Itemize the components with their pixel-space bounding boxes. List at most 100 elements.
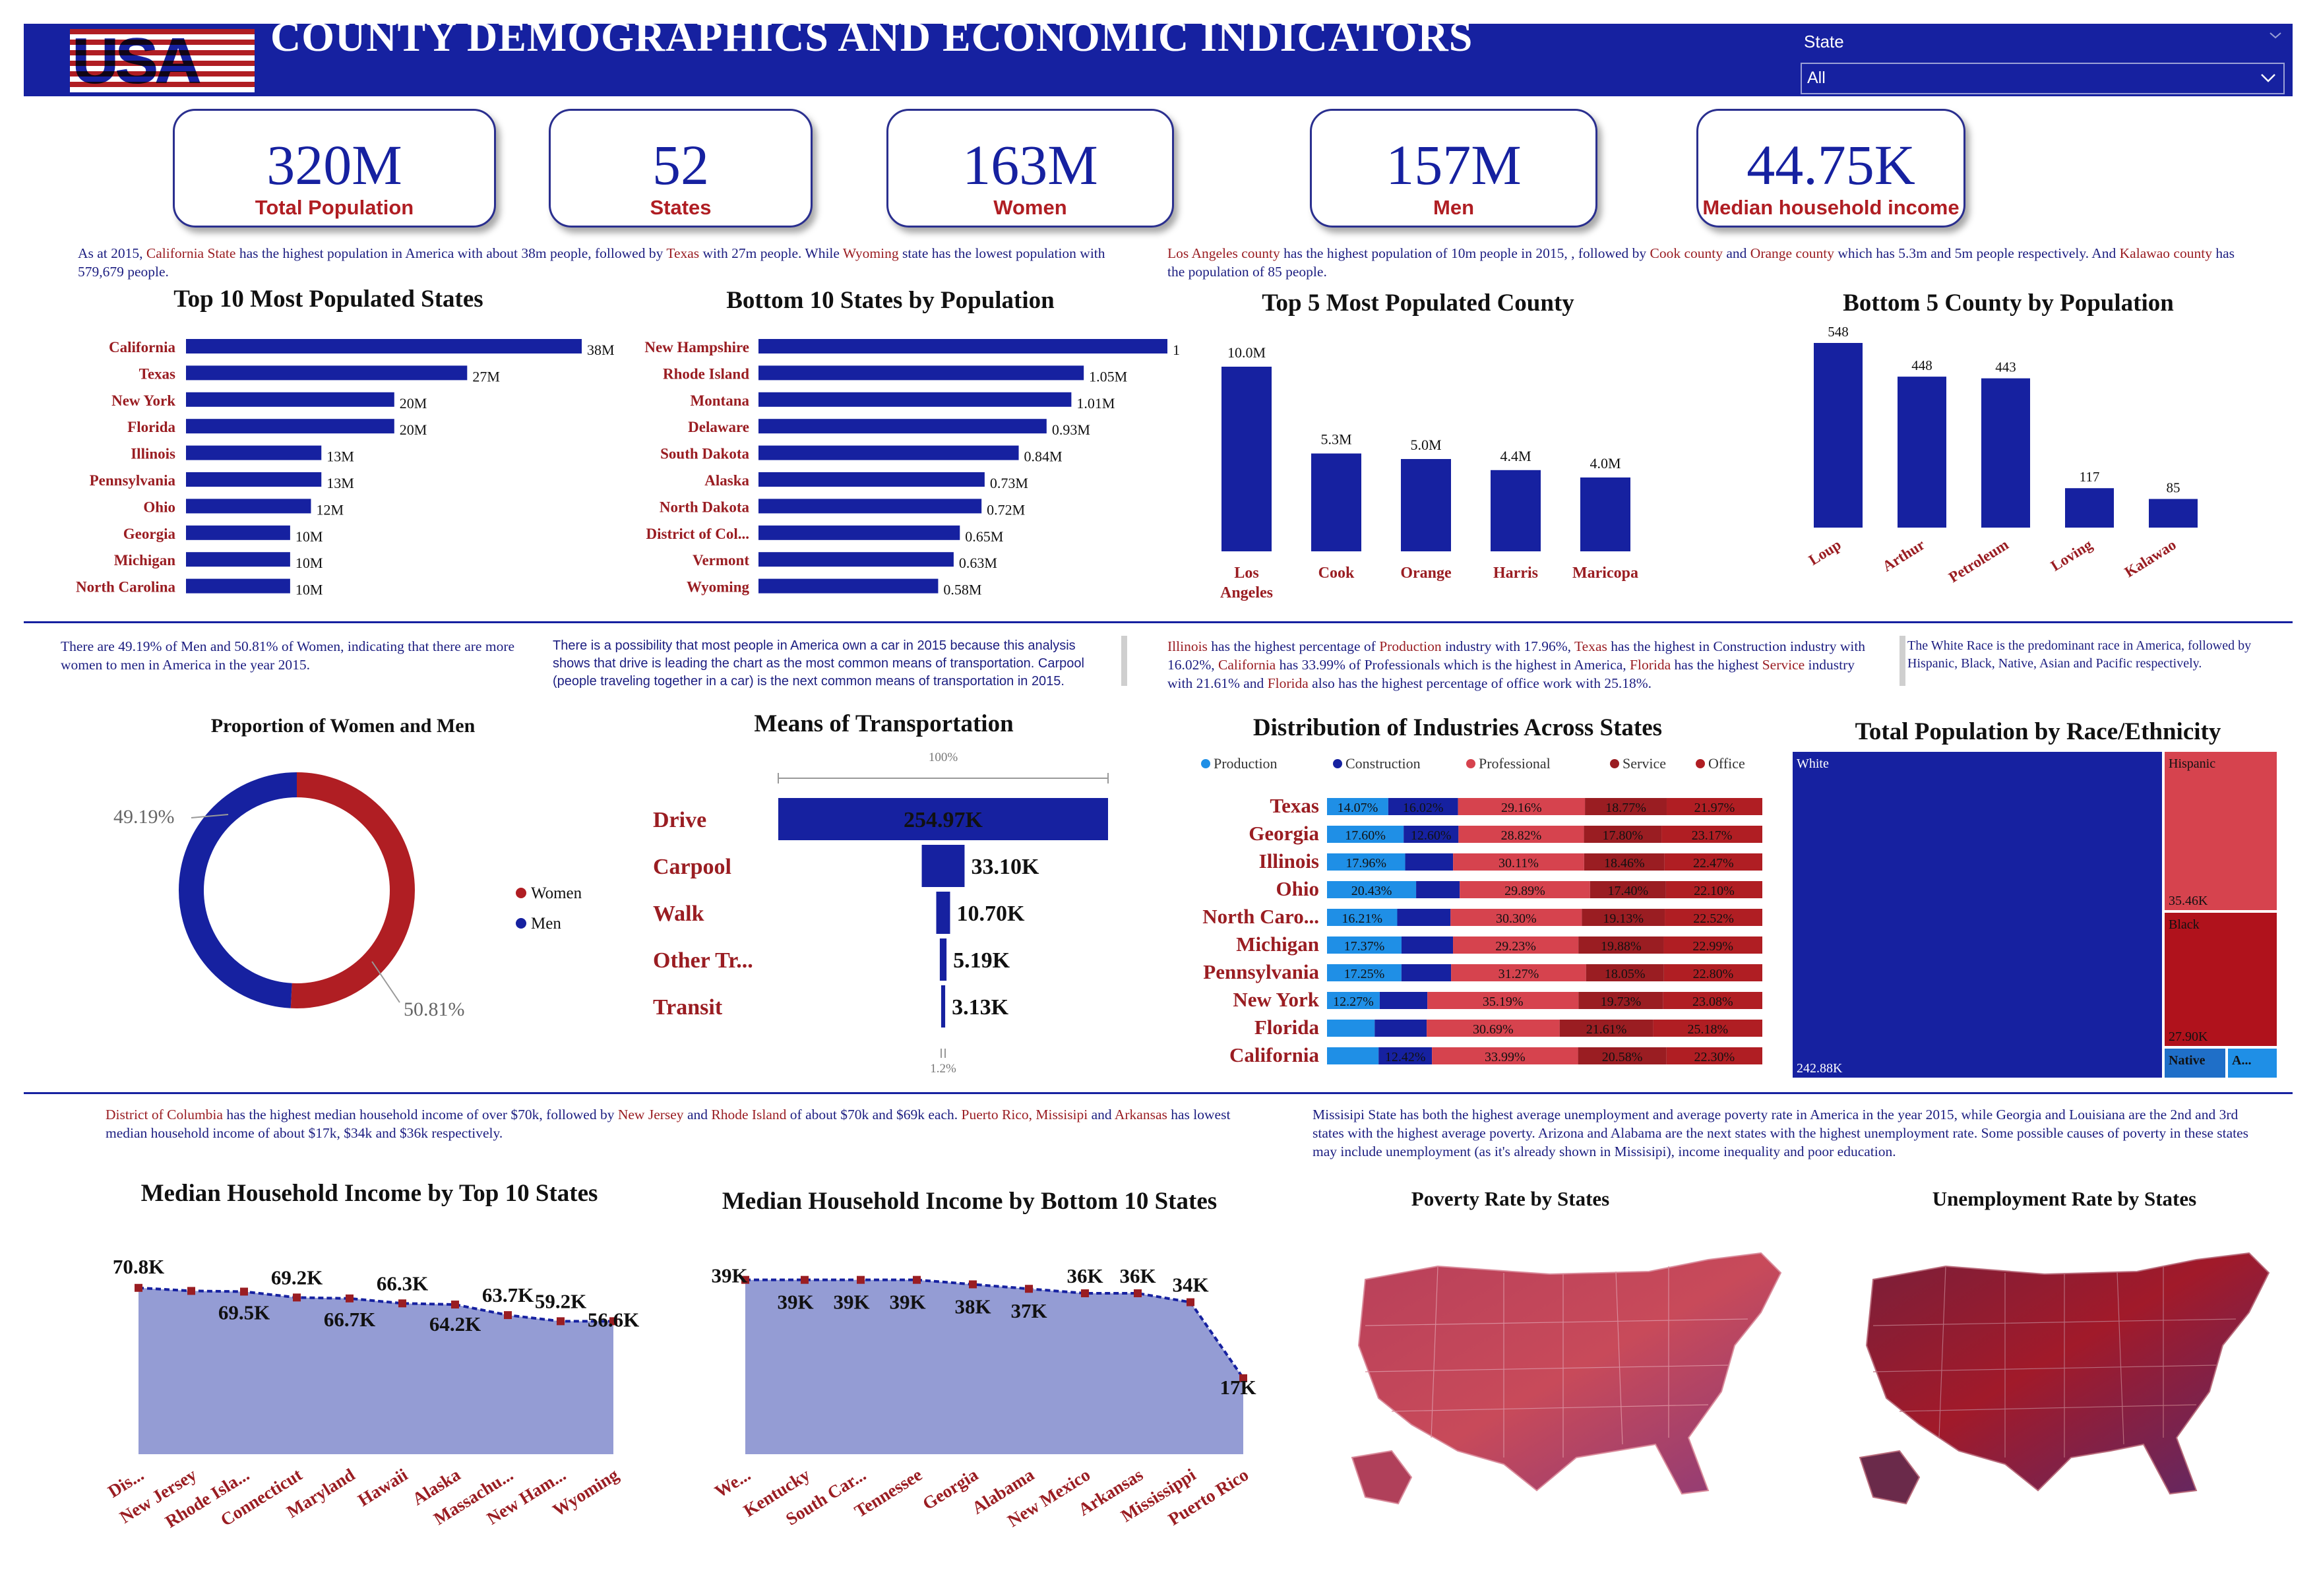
- category-label: Angeles: [1220, 584, 1273, 601]
- data-point: [293, 1293, 301, 1302]
- data-label: 0.73M: [990, 475, 1028, 491]
- chart-title-gender: Proportion of Women and Men: [210, 715, 476, 737]
- stack-segment: [1666, 1047, 1762, 1064]
- data-label: 17.60%: [1345, 828, 1386, 843]
- slicer-options-icon[interactable]: [2268, 28, 2283, 44]
- category-label: Texas: [1270, 794, 1319, 817]
- stack-segment: [1327, 992, 1380, 1009]
- data-label: 254.97K: [904, 808, 983, 832]
- stack-segment: [1327, 853, 1406, 871]
- category-label: Michigan: [1236, 933, 1319, 956]
- data-label: 19.13%: [1603, 911, 1644, 926]
- bar: [186, 392, 394, 407]
- category-label: California: [109, 339, 175, 355]
- data-label: 242.88K: [1797, 1061, 1843, 1076]
- chart-title-bottom5-county: Bottom 5 County by Population: [1843, 290, 2174, 317]
- data-point: [801, 1275, 809, 1284]
- data-point: [609, 1317, 617, 1326]
- category-label: Ohio: [143, 499, 175, 515]
- data-label: 64.2K: [429, 1312, 481, 1335]
- data-point: [187, 1287, 195, 1295]
- stack-segment: [1663, 992, 1762, 1009]
- stack-segment: [1584, 853, 1665, 871]
- stack-segment: [1586, 964, 1664, 981]
- data-label: 56.6K: [588, 1308, 639, 1331]
- data-label: 17.37%: [1344, 939, 1385, 954]
- data-label: 20.43%: [1351, 884, 1392, 898]
- bar: [186, 499, 311, 514]
- legend-label: Men: [531, 915, 561, 933]
- category-label: Montana: [691, 392, 750, 409]
- category-label: Delaware: [688, 419, 749, 435]
- usa-flag-logo: USA: [70, 29, 255, 92]
- data-label: 5.19K: [953, 948, 1010, 973]
- category-label: Petroleum: [1946, 536, 2012, 586]
- data-label: 0.72M: [987, 501, 1025, 518]
- stack-segment: [1427, 992, 1579, 1009]
- chart-transport-funnel: 100% Drive 254.97K Carpool 33.10K Walk 10.70K O…: [653, 751, 1109, 1076]
- data-label: 0.65M: [965, 528, 1003, 545]
- stack-segment: [1665, 881, 1762, 898]
- category-label: Cook: [1318, 565, 1355, 582]
- data-label: 0.58M: [943, 582, 981, 598]
- data-label: 1.01M: [1076, 395, 1115, 412]
- data-label: 63.7K: [482, 1283, 534, 1306]
- map-unemployment-rate[interactable]: [1847, 1240, 2282, 1530]
- chevron-down-icon[interactable]: [2258, 69, 2278, 88]
- category-label: Transit: [653, 995, 723, 1020]
- data-label: 21.97%: [1694, 801, 1735, 815]
- data-label: 17.80%: [1602, 828, 1643, 843]
- area-fill: [745, 1279, 1243, 1454]
- map-poverty-rate[interactable]: [1339, 1240, 1801, 1530]
- kpi-value: 320M: [266, 133, 402, 197]
- stack-segment: [1427, 1020, 1560, 1037]
- legend-marker: [1333, 759, 1342, 768]
- data-point: [346, 1294, 354, 1303]
- bar: [186, 339, 582, 353]
- kpi-label: States: [650, 196, 712, 219]
- legend-label: Women: [531, 884, 582, 902]
- category-label: California: [1229, 1043, 1320, 1066]
- kpi-median-income: 44.75K Median household income: [1696, 109, 1965, 228]
- category-label: North Caro...: [1202, 905, 1319, 928]
- divider: [1900, 636, 1905, 686]
- stack-segment: [1379, 992, 1428, 1009]
- bar: [758, 365, 1084, 381]
- data-label: 20M: [400, 395, 427, 412]
- data-point: [451, 1301, 459, 1309]
- category-label: Maricopa: [1572, 565, 1638, 582]
- divider: [24, 1092, 2293, 1094]
- stack-segment: [1388, 798, 1458, 815]
- data-label: 448: [1911, 357, 1932, 373]
- category-label: Pennsylvania: [90, 472, 176, 489]
- divider: [24, 621, 2293, 623]
- category-label: White: [1797, 756, 1829, 771]
- data-label: 17K: [1220, 1376, 1256, 1399]
- divider: [1121, 636, 1127, 686]
- bar: [186, 445, 322, 460]
- data-label: 39K: [711, 1264, 747, 1287]
- stack-segment: [1453, 936, 1579, 954]
- stack-segment: [1451, 964, 1586, 981]
- data-label: 16.02%: [1403, 801, 1444, 815]
- stack-segment: [1416, 881, 1460, 898]
- category-label: Harris: [1493, 565, 1538, 582]
- donut-slice-men: [179, 772, 415, 1008]
- note-population-states: As at 2015, California State has the hig…: [78, 245, 1105, 280]
- category-label: New Hampshire: [644, 339, 749, 355]
- state-dropdown[interactable]: [1801, 63, 2285, 94]
- funnel-bar: [939, 938, 947, 981]
- data-label: 12M: [316, 501, 344, 518]
- data-label: 18.77%: [1605, 801, 1646, 815]
- funnel-bar: [778, 798, 1108, 840]
- data-label: 548: [1828, 324, 1849, 340]
- funnel-bar: [936, 892, 950, 934]
- kpi-value: 157M: [1386, 133, 1522, 197]
- stack-segment: [1432, 1047, 1578, 1064]
- bar: [186, 525, 290, 540]
- bar: [758, 499, 982, 514]
- data-label: 49.19%: [113, 806, 175, 828]
- kpi-value: 163M: [962, 133, 1098, 197]
- stack-segment: [1665, 909, 1762, 926]
- legend-label: Professional: [1479, 755, 1551, 772]
